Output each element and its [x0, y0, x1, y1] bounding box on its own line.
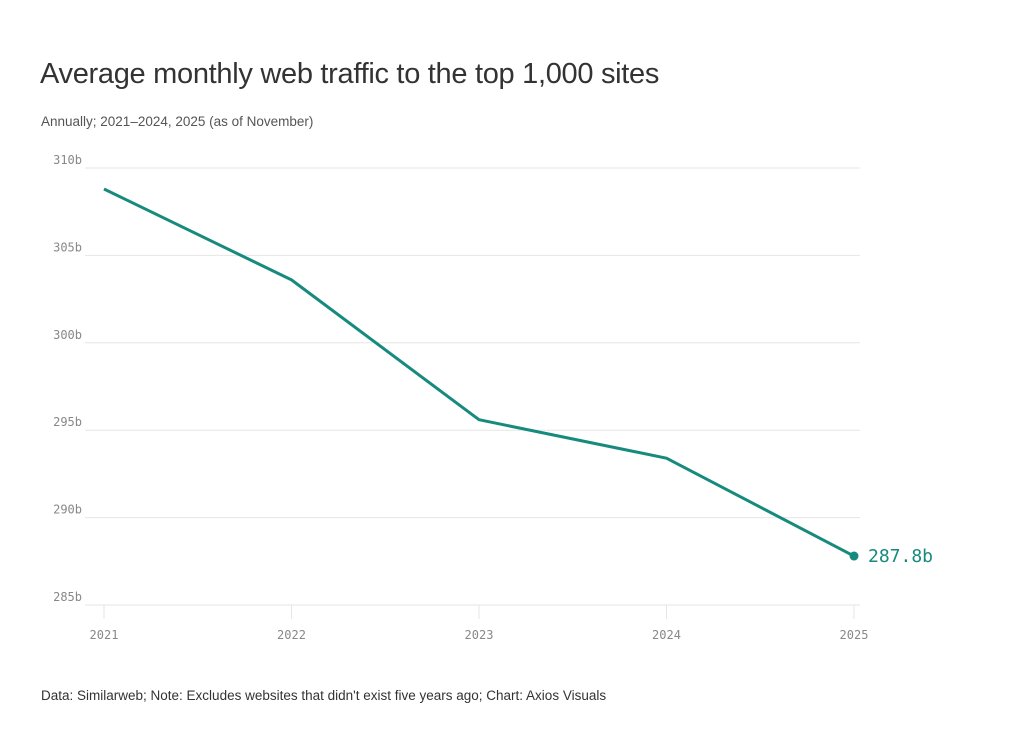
- end-point-marker: [849, 551, 859, 561]
- chart-subtitle: Annually; 2021–2024, 2025 (as of Novembe…: [41, 114, 314, 129]
- x-tick-label: 2022: [277, 628, 306, 642]
- y-tick-label: 290b: [53, 503, 82, 517]
- end-value-label: 287.8b: [868, 546, 933, 567]
- x-tick-label: 2021: [90, 628, 119, 642]
- y-tick-label: 300b: [53, 328, 82, 342]
- x-tick-label: 2023: [465, 628, 494, 642]
- y-tick-label: 285b: [53, 590, 82, 604]
- x-tick-label: 2025: [840, 628, 869, 642]
- y-tick-label: 295b: [53, 415, 82, 429]
- x-tick-label: 2024: [652, 628, 681, 642]
- chart-source-note: Data: Similarweb; Note: Excludes website…: [41, 688, 607, 703]
- chart-title: Average monthly web traffic to the top 1…: [40, 58, 660, 90]
- y-tick-label: 310b: [53, 153, 82, 167]
- data-line: [103, 187, 855, 558]
- y-tick-label: 305b: [53, 240, 82, 254]
